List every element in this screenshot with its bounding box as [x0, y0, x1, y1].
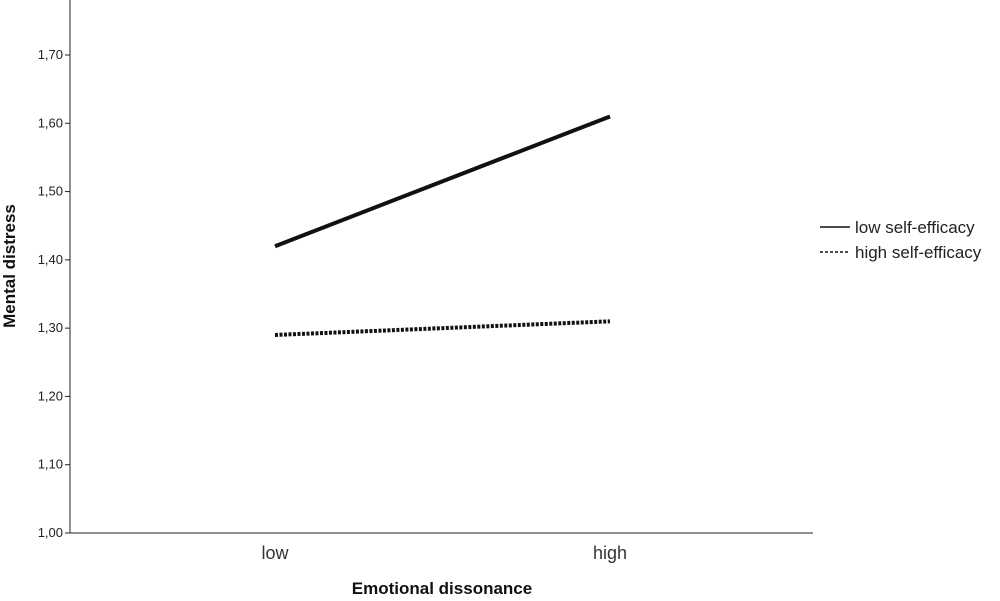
- series-group: [274, 114, 611, 337]
- x-category-label: low: [261, 543, 289, 563]
- y-tick-label: 1,20: [38, 388, 63, 403]
- y-axis-title: Mental distress: [0, 204, 19, 328]
- y-tick-group: 1,00 1,10 1,20 1,30 1,40 1,50 1,60 1,70: [38, 47, 70, 540]
- y-tick-label: 1,00: [38, 525, 63, 540]
- x-axis-title: Emotional dissonance: [352, 579, 532, 598]
- legend-label: low self-efficacy: [855, 218, 975, 237]
- y-tick-label: 1,60: [38, 115, 63, 130]
- legend-label: high self-efficacy: [855, 243, 982, 262]
- y-tick-label: 1,10: [38, 457, 63, 472]
- series-line-high-self-efficacy: [274, 319, 611, 337]
- x-category-label: high: [593, 543, 627, 563]
- x-category-group: low high: [261, 543, 627, 563]
- legend: low self-efficacy high self-efficacy: [820, 218, 982, 262]
- y-tick-label: 1,70: [38, 47, 63, 62]
- legend-item-low-self-efficacy: low self-efficacy: [820, 218, 975, 237]
- legend-item-high-self-efficacy: high self-efficacy: [820, 243, 982, 262]
- series-line-low-self-efficacy: [274, 114, 611, 249]
- y-tick-label: 1,40: [38, 252, 63, 267]
- y-tick-label: 1,30: [38, 320, 63, 335]
- y-tick-label: 1,50: [38, 184, 63, 199]
